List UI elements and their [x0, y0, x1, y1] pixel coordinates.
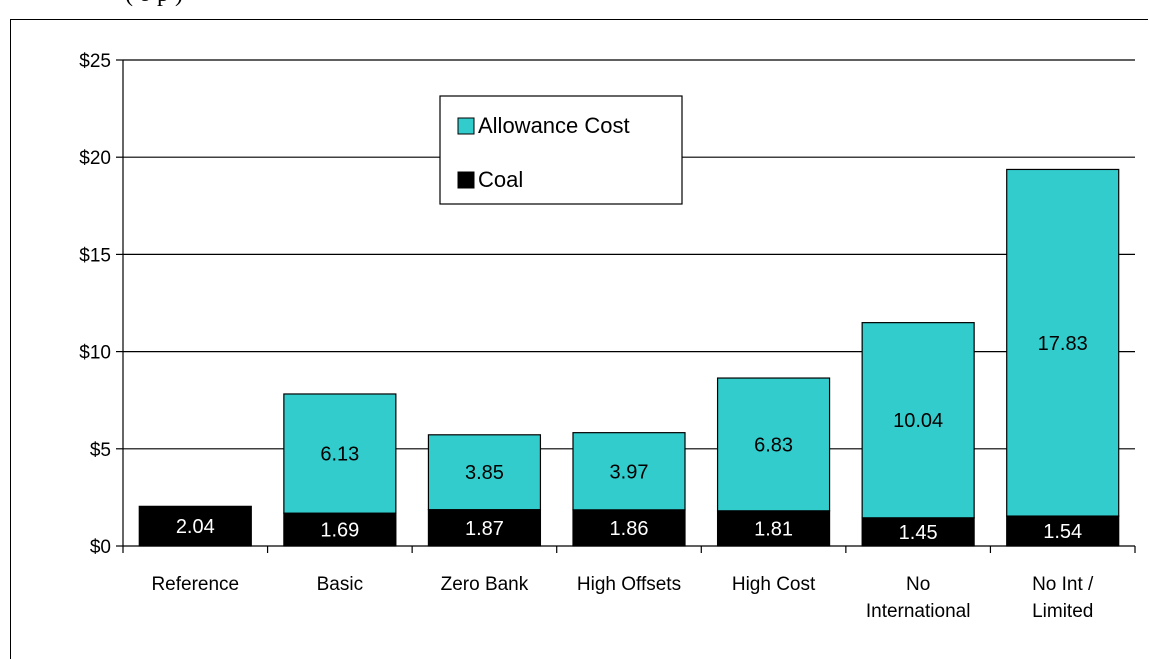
data-label: 1.69 [320, 520, 359, 542]
x-tick-label: High Cost [732, 574, 816, 595]
y-tick-label: $20 [79, 148, 111, 169]
data-label: 1.86 [610, 518, 649, 540]
x-tick-label: International [866, 601, 971, 622]
data-label: 6.13 [320, 444, 359, 466]
y-tick-label: $0 [90, 537, 111, 558]
data-labels: 2.04 1.69 6.13 1.87 3.85 1.86 3.97 1.81 6.83 1.45… [176, 333, 1088, 544]
data-label: 3.85 [465, 462, 504, 484]
data-label: 2.04 [176, 516, 215, 538]
x-tick-label: Reference [151, 574, 239, 595]
bar-allowance-cost [716, 377, 831, 512]
data-label: 17.83 [1038, 333, 1088, 355]
bar-allowance-cost [572, 432, 686, 511]
page-caption: ( o p ) [125, 0, 183, 8]
legend-swatch [457, 171, 475, 189]
x-tick-label: Zero Bank [441, 574, 529, 595]
y-tick-label: $10 [79, 343, 111, 364]
bar-allowance-cost [427, 434, 542, 511]
data-label: 1.54 [1043, 521, 1082, 543]
bars [138, 168, 1120, 547]
legend-label: Coal [478, 167, 523, 192]
legend-label: Allowance Cost [478, 113, 630, 138]
x-tick-label: No Int / [1032, 574, 1094, 595]
stacked-bar-chart: $0 $5 $10 $15 $20 $25 Reference Basic Zero Bank H… [79, 51, 1136, 622]
data-label: 1.81 [754, 518, 793, 540]
bar-coal [716, 510, 831, 547]
y-tick-label: $25 [79, 51, 111, 72]
bar-coal [283, 512, 397, 547]
bar-allowance-cost [1006, 168, 1120, 517]
data-label: 3.97 [610, 461, 649, 483]
bar-allowance-cost [283, 393, 397, 514]
data-label: 6.83 [754, 434, 793, 456]
data-label: 1.45 [899, 522, 938, 544]
axes: $0 $5 $10 $15 $20 $25 Reference Basic Zero Bank H… [79, 51, 1136, 622]
y-tick-label: $5 [90, 440, 111, 461]
x-tick-label: Basic [317, 574, 363, 595]
bar-coal [861, 517, 975, 547]
x-tick-label: Limited [1032, 601, 1093, 622]
x-tick-label: High Offsets [577, 574, 681, 595]
x-tick-label: No [906, 574, 930, 595]
chart-frame [10, 19, 1148, 659]
data-label: 1.87 [465, 518, 504, 540]
bar-coal [572, 509, 686, 547]
legend-swatch [457, 117, 475, 135]
data-label: 10.04 [893, 410, 943, 432]
y-tick-label: $15 [79, 245, 111, 266]
legend-box [439, 95, 683, 205]
legend: Allowance Cost Coal [439, 95, 683, 205]
bar-allowance-cost [861, 322, 975, 519]
